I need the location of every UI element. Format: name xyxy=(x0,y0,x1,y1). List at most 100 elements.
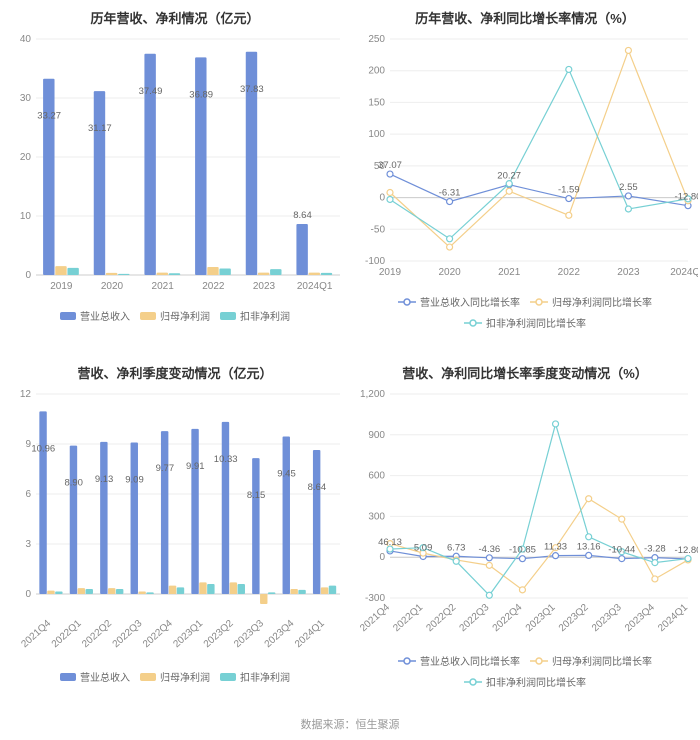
svg-text:-100: -100 xyxy=(365,256,385,267)
svg-text:-12.80: -12.80 xyxy=(675,192,698,203)
svg-text:20: 20 xyxy=(20,152,32,163)
svg-text:2021Q4: 2021Q4 xyxy=(19,618,53,650)
legend: 营业总收入归母净利润扣非净利润 xyxy=(2,308,348,323)
panel-title: 营收、净利同比增长率季度变动情况（%） xyxy=(352,363,698,382)
svg-text:8.90: 8.90 xyxy=(64,478,83,489)
svg-text:2022Q4: 2022Q4 xyxy=(491,602,525,634)
svg-text:2023Q2: 2023Q2 xyxy=(557,602,591,634)
svg-text:36.89: 36.89 xyxy=(189,89,213,100)
legend: 营业总收入同比增长率归母净利润同比增长率扣非净利润同比增长率 xyxy=(352,294,698,330)
svg-text:2023Q4: 2023Q4 xyxy=(623,602,657,634)
svg-text:2019: 2019 xyxy=(379,267,402,278)
svg-text:2022Q1: 2022Q1 xyxy=(50,618,84,650)
svg-text:11.33: 11.33 xyxy=(544,542,567,553)
svg-text:2022Q1: 2022Q1 xyxy=(391,602,425,634)
svg-text:12: 12 xyxy=(20,389,32,400)
legend: 营业总收入同比增长率归母净利润同比增长率扣非净利润同比增长率 xyxy=(352,653,698,689)
svg-text:250: 250 xyxy=(368,34,385,45)
svg-text:900: 900 xyxy=(368,430,385,441)
legend-item: 营业总收入同比增长率 xyxy=(398,294,520,309)
svg-text:-6.31: -6.31 xyxy=(439,188,461,199)
svg-text:31.17: 31.17 xyxy=(88,123,112,134)
svg-text:8.64: 8.64 xyxy=(293,210,312,221)
legend-item: 营业总收入同比增长率 xyxy=(398,653,520,668)
svg-text:0: 0 xyxy=(379,552,385,563)
plot-area: 0369122021Q410.962022Q18.902022Q29.13202… xyxy=(2,386,348,667)
svg-text:2023: 2023 xyxy=(617,267,640,278)
svg-text:2024Q1: 2024Q1 xyxy=(297,281,333,292)
legend-item: 扣非净利润 xyxy=(220,308,290,323)
svg-text:9.09: 9.09 xyxy=(125,475,144,486)
svg-text:37.49: 37.49 xyxy=(139,86,163,97)
svg-text:-10.44: -10.44 xyxy=(608,545,635,556)
svg-text:1,200: 1,200 xyxy=(360,389,385,400)
svg-text:-3.28: -3.28 xyxy=(644,544,666,555)
panel-annual-growth: 历年营收、净利同比增长率情况（%） -100-50050100150200250… xyxy=(350,0,700,355)
svg-text:9.45: 9.45 xyxy=(277,469,296,480)
svg-text:0: 0 xyxy=(25,589,31,600)
svg-text:-10.85: -10.85 xyxy=(509,545,536,556)
panel-quarterly-values: 营收、净利季度变动情况（亿元） 0369122021Q410.962022Q18… xyxy=(0,355,350,710)
svg-text:2024Q1: 2024Q1 xyxy=(670,267,698,278)
svg-text:37.07: 37.07 xyxy=(378,160,402,171)
svg-text:8.64: 8.64 xyxy=(308,482,327,493)
svg-text:13.16: 13.16 xyxy=(577,541,601,552)
legend-item: 营业总收入 xyxy=(60,308,130,323)
svg-text:5.09: 5.09 xyxy=(414,543,433,554)
svg-text:2022Q3: 2022Q3 xyxy=(111,618,145,650)
legend-item: 归母净利润同比增长率 xyxy=(530,294,652,309)
svg-text:2021Q4: 2021Q4 xyxy=(358,602,392,634)
svg-text:-1.59: -1.59 xyxy=(558,185,580,196)
svg-text:2022Q2: 2022Q2 xyxy=(424,602,458,634)
svg-text:33.27: 33.27 xyxy=(37,111,61,122)
svg-text:10.96: 10.96 xyxy=(31,443,55,454)
plot-area: -30003006009001,2002021Q42022Q12022Q2202… xyxy=(352,386,698,651)
legend-item: 扣非净利润同比增长率 xyxy=(464,315,586,330)
svg-text:300: 300 xyxy=(368,511,385,522)
svg-text:2023: 2023 xyxy=(253,281,276,292)
svg-text:2020: 2020 xyxy=(101,281,124,292)
svg-text:2023Q1: 2023Q1 xyxy=(171,618,205,650)
svg-text:100: 100 xyxy=(368,129,385,140)
svg-text:-4.36: -4.36 xyxy=(479,544,501,555)
panel-title: 历年营收、净利同比增长率情况（%） xyxy=(352,8,698,27)
svg-text:2022Q2: 2022Q2 xyxy=(80,618,114,650)
svg-text:10.33: 10.33 xyxy=(214,454,238,465)
panel-annual-values: 历年营收、净利情况（亿元） 010203040201933.27202031.1… xyxy=(0,0,350,355)
svg-text:2023Q3: 2023Q3 xyxy=(590,602,624,634)
legend: 营业总收入归母净利润扣非净利润 xyxy=(2,669,348,684)
svg-text:2023Q1: 2023Q1 xyxy=(524,602,558,634)
svg-text:2023Q4: 2023Q4 xyxy=(263,618,297,650)
svg-text:2023Q2: 2023Q2 xyxy=(202,618,236,650)
svg-text:10: 10 xyxy=(20,211,32,222)
svg-text:-300: -300 xyxy=(365,593,385,604)
svg-text:2021: 2021 xyxy=(152,281,175,292)
svg-text:6.73: 6.73 xyxy=(447,542,466,553)
svg-text:8.15: 8.15 xyxy=(247,490,266,501)
svg-text:0: 0 xyxy=(379,193,385,204)
svg-text:20.27: 20.27 xyxy=(497,171,521,182)
svg-text:2022Q3: 2022Q3 xyxy=(458,602,492,634)
panel-quarterly-growth: 营收、净利同比增长率季度变动情况（%） -300 0 300 600 900 1,200 2… xyxy=(350,355,700,710)
svg-text:3: 3 xyxy=(25,539,31,550)
svg-text:600: 600 xyxy=(368,471,385,482)
legend-item: 扣非净利润 xyxy=(220,669,290,684)
svg-text:9.13: 9.13 xyxy=(95,474,114,485)
legend-item: 营业总收入 xyxy=(60,669,130,684)
svg-text:2019: 2019 xyxy=(50,281,73,292)
svg-text:-50: -50 xyxy=(371,224,386,235)
plot-area: -100-50050100150200250201920202021202220… xyxy=(352,31,698,292)
svg-text:9.77: 9.77 xyxy=(156,463,175,474)
plot-area: 010203040201933.27202031.17202137.492022… xyxy=(2,31,348,306)
svg-text:150: 150 xyxy=(368,97,385,108)
chart-grid: 历年营收、净利情况（亿元） 010203040201933.27202031.1… xyxy=(0,0,700,710)
svg-text:2024Q1: 2024Q1 xyxy=(293,618,327,650)
data-source-footer: 数据来源：恒生聚源 xyxy=(0,710,700,740)
svg-text:46.13: 46.13 xyxy=(378,537,402,548)
svg-text:2023Q3: 2023Q3 xyxy=(232,618,266,650)
legend-item: 归母净利润同比增长率 xyxy=(530,653,652,668)
panel-title: 营收、净利季度变动情况（亿元） xyxy=(2,363,348,382)
svg-text:2021: 2021 xyxy=(498,267,521,278)
legend-item: 归母净利润 xyxy=(140,669,210,684)
svg-text:-12.80: -12.80 xyxy=(675,545,698,556)
